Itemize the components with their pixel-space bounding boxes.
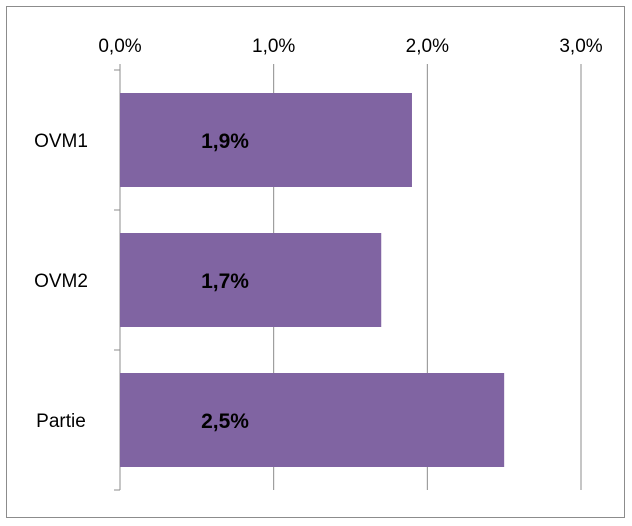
category-label-partie: Partie [36,411,86,432]
category-label-ovm2: OVM2 [34,271,88,292]
bar-ovm2 [120,233,382,327]
bar-partie [120,373,505,467]
x-tick-label-1: 1,0% [252,36,295,57]
data-label-ovm2: 1,7% [201,270,249,293]
x-tick-label-2: 2,0% [406,36,449,57]
bar-ovm1 [120,93,412,187]
category-label-ovm1: OVM1 [34,131,88,152]
data-label-ovm1: 1,9% [201,130,249,153]
x-tick-label-3: 3,0% [559,36,602,57]
data-label-partie: 2,5% [201,410,249,433]
x-tick-label-0: 0,0% [98,36,141,57]
